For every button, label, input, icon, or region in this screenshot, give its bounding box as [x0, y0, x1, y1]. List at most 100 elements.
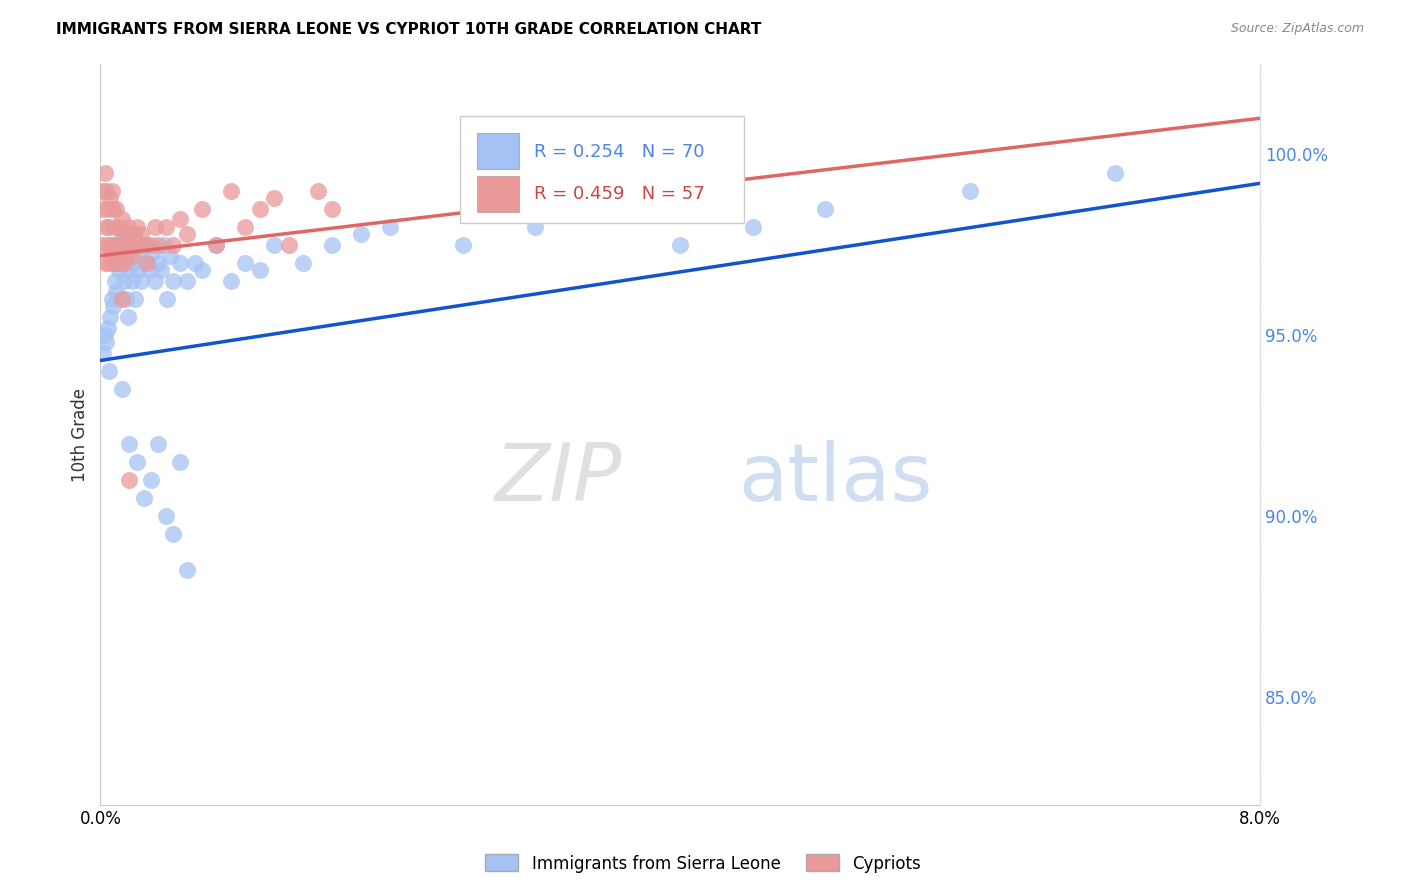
Point: [114, 256, 136, 270]
Point: [292, 256, 315, 270]
Point: [141, 245, 163, 260]
Point: [219, 184, 242, 198]
Point: [129, 274, 152, 288]
Point: [132, 491, 155, 505]
Point: [162, 237, 184, 252]
Point: [114, 227, 136, 241]
Point: [191, 263, 214, 277]
Point: [107, 237, 129, 252]
Point: [125, 455, 148, 469]
Point: [176, 563, 198, 577]
Point: [145, 219, 167, 234]
Point: [100, 310, 122, 324]
Point: [115, 249, 138, 263]
Point: [91, 346, 114, 360]
Text: ZIP: ZIP: [495, 440, 621, 518]
Point: [596, 202, 619, 216]
Point: [156, 292, 179, 306]
Point: [451, 237, 474, 252]
Point: [108, 219, 131, 234]
Point: [94, 184, 117, 198]
Point: [118, 436, 141, 450]
Point: [380, 219, 402, 234]
Text: IMMIGRANTS FROM SIERRA LEONE VS CYPRIOT 10TH GRADE CORRELATION CHART: IMMIGRANTS FROM SIERRA LEONE VS CYPRIOT …: [56, 22, 762, 37]
Text: R = 0.254   N = 70: R = 0.254 N = 70: [534, 143, 704, 161]
Point: [111, 383, 134, 397]
Text: R = 0.459   N = 57: R = 0.459 N = 57: [534, 186, 704, 203]
Point: [111, 227, 134, 241]
Point: [97, 321, 120, 335]
Point: [219, 274, 242, 288]
Point: [98, 364, 121, 378]
Point: [125, 237, 148, 252]
Point: [121, 249, 143, 263]
Point: [169, 455, 191, 469]
Point: [321, 237, 343, 252]
Point: [277, 237, 299, 252]
Point: [98, 219, 121, 234]
Text: Source: ZipAtlas.com: Source: ZipAtlas.com: [1230, 22, 1364, 36]
Point: [100, 237, 122, 252]
Point: [138, 263, 160, 277]
Point: [91, 202, 114, 216]
Text: atlas: atlas: [738, 440, 932, 518]
Point: [135, 256, 157, 270]
Point: [176, 227, 198, 241]
Point: [741, 219, 763, 234]
Point: [233, 256, 256, 270]
Point: [127, 237, 149, 252]
Point: [112, 274, 135, 288]
Point: [148, 256, 170, 270]
Point: [1104, 165, 1126, 179]
Point: [108, 263, 131, 277]
Point: [139, 237, 162, 252]
Point: [176, 274, 198, 288]
Point: [205, 237, 228, 252]
Point: [145, 274, 167, 288]
FancyBboxPatch shape: [460, 116, 744, 223]
Point: [205, 237, 228, 252]
Point: [159, 249, 181, 263]
Point: [105, 202, 128, 216]
Point: [105, 237, 128, 252]
Point: [103, 299, 125, 313]
Point: [148, 436, 170, 450]
Point: [669, 237, 692, 252]
Point: [183, 256, 205, 270]
Point: [350, 227, 373, 241]
Point: [263, 191, 285, 205]
Point: [110, 249, 132, 263]
Point: [124, 292, 146, 306]
Point: [959, 184, 981, 198]
Point: [120, 245, 142, 260]
Point: [155, 508, 177, 523]
Point: [104, 256, 127, 270]
Point: [150, 263, 173, 277]
Point: [307, 184, 329, 198]
Point: [191, 202, 214, 216]
Point: [111, 212, 134, 227]
FancyBboxPatch shape: [477, 176, 519, 212]
Point: [97, 202, 120, 216]
Point: [111, 292, 134, 306]
Point: [118, 237, 141, 252]
Point: [124, 237, 146, 252]
Point: [93, 165, 115, 179]
Point: [97, 237, 120, 252]
Point: [94, 335, 117, 350]
Point: [100, 191, 122, 205]
FancyBboxPatch shape: [477, 133, 519, 169]
Point: [162, 274, 184, 288]
Point: [169, 256, 191, 270]
Point: [93, 256, 115, 270]
Point: [155, 219, 177, 234]
Point: [169, 212, 191, 227]
Point: [104, 274, 127, 288]
Point: [101, 249, 124, 263]
Point: [101, 184, 124, 198]
Point: [127, 263, 149, 277]
Point: [121, 274, 143, 288]
Point: [104, 256, 127, 270]
Point: [110, 237, 132, 252]
Y-axis label: 10th Grade: 10th Grade: [72, 387, 89, 482]
